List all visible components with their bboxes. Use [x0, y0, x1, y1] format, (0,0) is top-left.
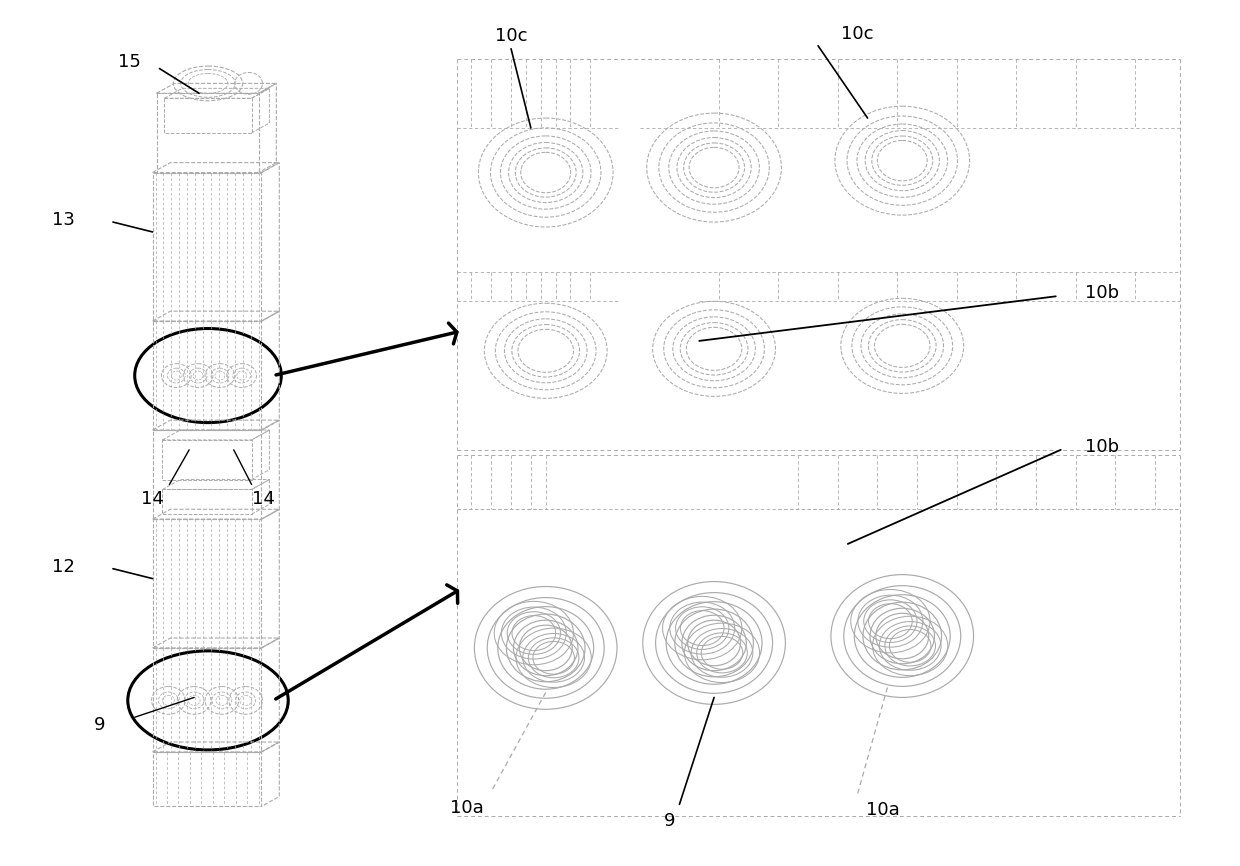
Text: 14: 14 [252, 490, 275, 508]
Text: 10a: 10a [866, 801, 899, 819]
Text: 13: 13 [52, 211, 74, 229]
Text: 10c: 10c [842, 25, 874, 43]
Text: 9: 9 [94, 716, 105, 734]
Text: 12: 12 [52, 558, 74, 576]
Text: 10c: 10c [495, 27, 527, 45]
Text: 10b: 10b [1085, 284, 1120, 302]
Text: 14: 14 [141, 490, 164, 508]
Text: 15: 15 [118, 53, 141, 71]
Text: 10b: 10b [1085, 438, 1120, 456]
Text: 9: 9 [663, 812, 676, 830]
Text: 10a: 10a [450, 799, 484, 818]
